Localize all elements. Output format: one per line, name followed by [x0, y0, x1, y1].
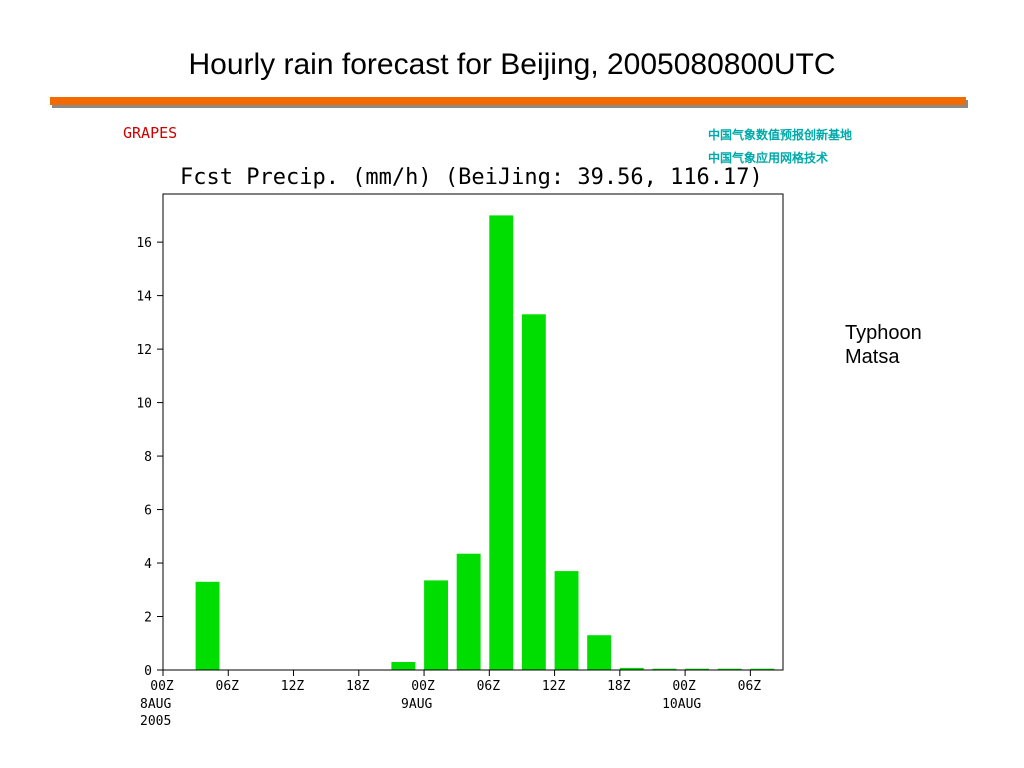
bar-16 — [717, 668, 742, 670]
y-tick-label-2: 2 — [144, 611, 152, 626]
x-axis: 00Z 8AUG 2005 06Z 12Z 18Z 00Z 9AUG 06Z 12Z 18Z 00Z 1… — [140, 670, 761, 729]
bar-0 — [195, 581, 220, 670]
y-tick-label-12: 12 — [136, 343, 152, 358]
x-tick-sublabel-0-0: 8AUG — [140, 697, 171, 712]
agency-line-1: 中国气象数值预报创新基地 — [708, 127, 852, 142]
typhoon-annotation: Typhoon Matsa — [845, 321, 922, 369]
y-tick-label-0: 0 — [144, 664, 152, 679]
y-axis: 0 2 4 6 8 10 12 14 16 — [136, 236, 163, 679]
slide-title: Hourly rain forecast for Beijing, 200508… — [188, 48, 836, 81]
x-tick-label-5: 06Z — [477, 679, 501, 694]
y-tick-label-8: 8 — [144, 450, 152, 465]
x-tick-label-4: 00Z — [411, 679, 435, 694]
x-tick-label-2: 12Z — [281, 679, 305, 694]
bar-8 — [456, 553, 481, 670]
bar-6 — [391, 662, 416, 670]
y-tick-label-14: 14 — [136, 290, 152, 305]
bar-14 — [652, 668, 677, 670]
x-tick-sublabel-4-0: 9AUG — [401, 697, 432, 712]
bar-7 — [424, 580, 448, 670]
bar-13 — [619, 667, 644, 670]
bar-11 — [554, 571, 579, 670]
bar-17 — [750, 668, 775, 670]
x-tick-label-0: 00Z — [150, 679, 174, 694]
annotation-line-1: Typhoon — [845, 322, 922, 344]
x-tick-label-7: 18Z — [607, 679, 631, 694]
x-tick-label-8: 00Z — [672, 679, 696, 694]
y-tick-label-6: 6 — [144, 504, 152, 519]
x-tick-label-1: 06Z — [216, 679, 240, 694]
x-tick-sublabel-0-1: 2005 — [140, 714, 171, 729]
x-tick-label-3: 18Z — [346, 679, 370, 694]
bars-layer — [195, 215, 775, 670]
bar-10 — [521, 314, 546, 670]
bar-9 — [489, 215, 514, 670]
y-tick-label-16: 16 — [136, 236, 152, 251]
x-tick-label-9: 06Z — [738, 679, 762, 694]
y-tick-label-10: 10 — [136, 397, 152, 412]
annotation-line-2: Matsa — [845, 346, 900, 368]
x-tick-label-6: 12Z — [542, 679, 566, 694]
title-rule — [50, 97, 966, 105]
y-tick-label-4: 4 — [144, 557, 152, 572]
x-tick-sublabel-8-0: 10AUG — [662, 697, 701, 712]
bar-12 — [587, 635, 612, 670]
model-name: GRAPES — [123, 124, 177, 142]
agency-line-2: 中国气象应用网格技术 — [708, 150, 828, 165]
plot-frame — [162, 193, 784, 671]
chart-title: Fcst Precip. (mm/h) (BeiJing: 39.56, 116… — [180, 165, 763, 190]
bar-15 — [685, 668, 709, 670]
